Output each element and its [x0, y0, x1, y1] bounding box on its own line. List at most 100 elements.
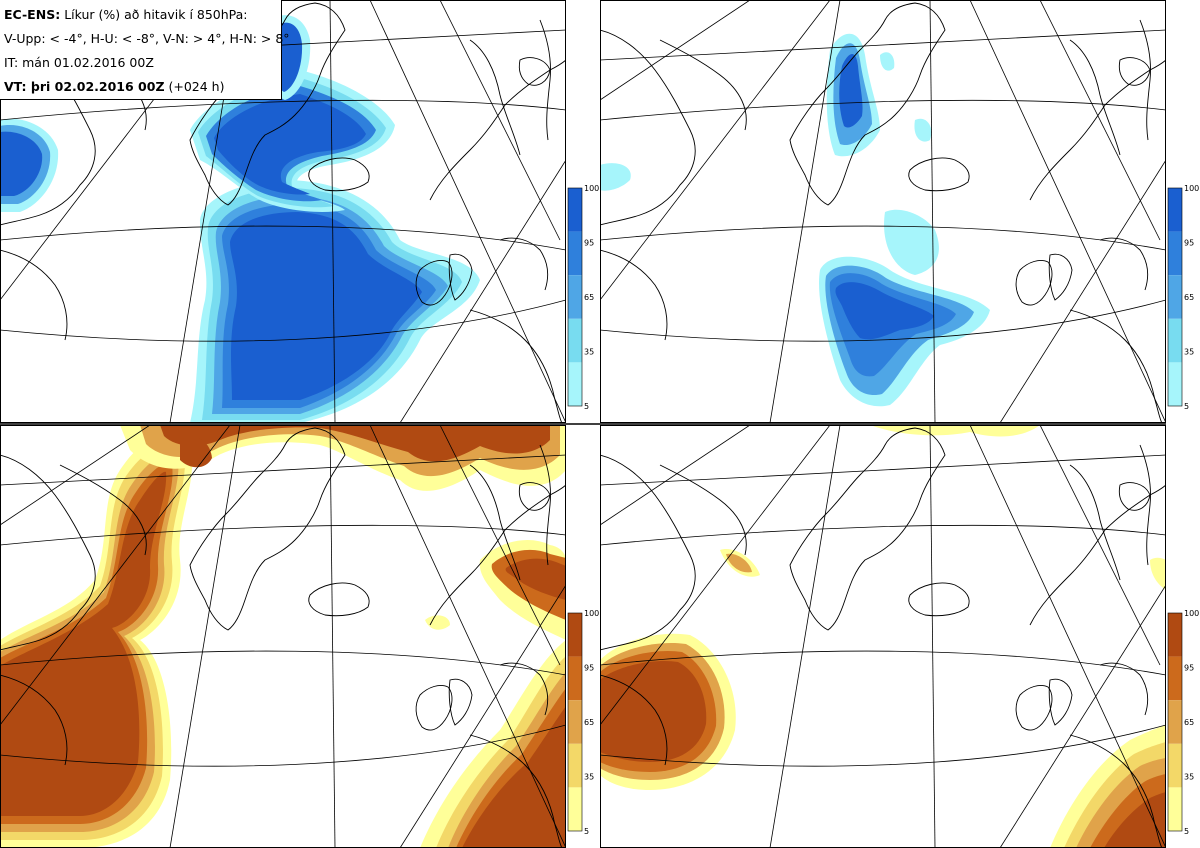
coastline-segment	[789, 2, 946, 206]
coastline-segment	[1048, 678, 1073, 726]
colorbar-tick-label: 100	[584, 609, 599, 618]
coastline-segment	[539, 444, 551, 566]
colorbar-swatch	[1168, 188, 1182, 232]
colorbar-swatch	[568, 275, 582, 319]
colorbars: 100 95 65 35 5 100 95 65 35 5 100 95 65 35 5 100 95 65 35 5	[567, 184, 1199, 836]
graticule-line	[439, 0, 561, 241]
coastline-segment	[308, 582, 370, 617]
coastline-segment	[1099, 237, 1149, 291]
graticule-line	[600, 0, 831, 301]
colorbar-frame	[567, 187, 583, 407]
colorbar-tick-label: 35	[1184, 348, 1194, 357]
coastline-segment	[415, 684, 453, 731]
coastline-segment	[518, 482, 551, 511]
graticule-line	[769, 425, 841, 848]
graticule-line	[0, 425, 231, 726]
colorbar-swatch	[568, 656, 582, 701]
coastline-segment	[448, 678, 473, 726]
graticule-line	[439, 425, 561, 666]
coastline-segment	[189, 427, 346, 631]
graticule-line	[0, 299, 566, 342]
graticule-line	[600, 650, 1166, 676]
graticule-line	[369, 425, 566, 848]
map-title: Líkur (%) að hitavik í 850hPa:	[64, 7, 248, 22]
coastline-segment	[1029, 59, 1166, 201]
graticule-line	[1039, 0, 1161, 241]
coastline-segment	[1048, 253, 1073, 301]
coastline-segment	[1069, 464, 1121, 581]
colorbar-top-left: 100 95 65 35 5	[567, 184, 599, 411]
colorbar-tick-label: 65	[1184, 293, 1194, 302]
probability-field	[0, 425, 566, 848]
graticule-line	[600, 724, 1166, 767]
graticule-line	[600, 425, 831, 726]
colorbar-swatch	[1168, 743, 1182, 788]
colorbar-swatch	[1168, 231, 1182, 276]
coastline-segment	[0, 249, 68, 341]
model-name: EC-ENS:	[4, 7, 61, 22]
graticule-line	[600, 299, 1166, 342]
coastline-segment	[1015, 684, 1053, 731]
graticule	[600, 0, 1166, 423]
coastline-segment	[1029, 484, 1166, 626]
colorbar-swatch	[568, 613, 582, 657]
coastline-segment	[429, 484, 566, 626]
coastline-segment	[415, 259, 453, 306]
coastline-segment	[1099, 662, 1149, 716]
colorbar-tick-label: 65	[584, 293, 594, 302]
colorbar-swatch	[1168, 275, 1182, 319]
coastline-segment	[1118, 482, 1151, 511]
graticule-line	[929, 0, 936, 423]
colorbar-tick-label: 35	[1184, 773, 1194, 782]
graticule-line	[600, 29, 1166, 61]
graticule-line	[999, 159, 1166, 423]
graticule	[600, 425, 1166, 848]
coastline-segment	[1139, 19, 1151, 141]
coastline-segment	[308, 157, 370, 192]
colorbar-tick-label: 5	[584, 402, 589, 411]
colorbar-tick-label: 5	[584, 827, 589, 836]
coastline-segment	[469, 734, 563, 848]
coastline-segment	[469, 39, 521, 156]
colorbar-tick-label: 5	[1184, 402, 1189, 411]
graticule-line	[329, 425, 336, 848]
colorbar-swatch	[1168, 656, 1182, 701]
coastline-segment	[908, 582, 970, 617]
colorbar-swatch	[1168, 613, 1182, 657]
coastline-segment	[0, 454, 96, 651]
valid-time: VT: þri 02.02.2016 00Z	[4, 79, 165, 94]
graticule-line	[600, 0, 751, 101]
graticule-line	[600, 454, 1166, 486]
coastline-segment	[499, 237, 549, 291]
colorbar-tick-label: 5	[1184, 827, 1189, 836]
graticule-line	[0, 99, 566, 121]
coastline-segment	[469, 464, 521, 581]
coastline-segment	[659, 39, 747, 131]
coastline-segment	[499, 662, 549, 716]
graticule-line	[0, 724, 566, 767]
graticule-line	[969, 425, 1166, 848]
panel-h-n	[600, 425, 1166, 848]
colorbar-tick-label: 95	[584, 664, 594, 673]
coastline-segment	[469, 309, 563, 423]
graticule-line	[0, 524, 566, 546]
graticule-line	[600, 425, 751, 526]
graticule-line	[399, 159, 566, 423]
graticule-line	[329, 0, 336, 423]
colorbar-tick-label: 95	[1184, 664, 1194, 673]
coastline-segment	[908, 157, 970, 192]
coastline-segment	[0, 674, 68, 766]
forecast-lead: (+024 h)	[168, 79, 225, 94]
graticule-line	[169, 425, 241, 848]
coastline-segment	[518, 57, 551, 86]
graticule-line	[999, 584, 1166, 848]
panel-h-u	[600, 0, 1166, 423]
initial-time: IT: mán 01.02.2016 00Z	[4, 55, 154, 70]
graticule-line	[969, 0, 1166, 423]
graticule-line	[0, 425, 151, 526]
graticule-line	[929, 425, 936, 848]
colorbar-swatch	[568, 231, 582, 276]
colorbar-tick-label: 35	[584, 773, 594, 782]
graticule-line	[369, 0, 566, 423]
